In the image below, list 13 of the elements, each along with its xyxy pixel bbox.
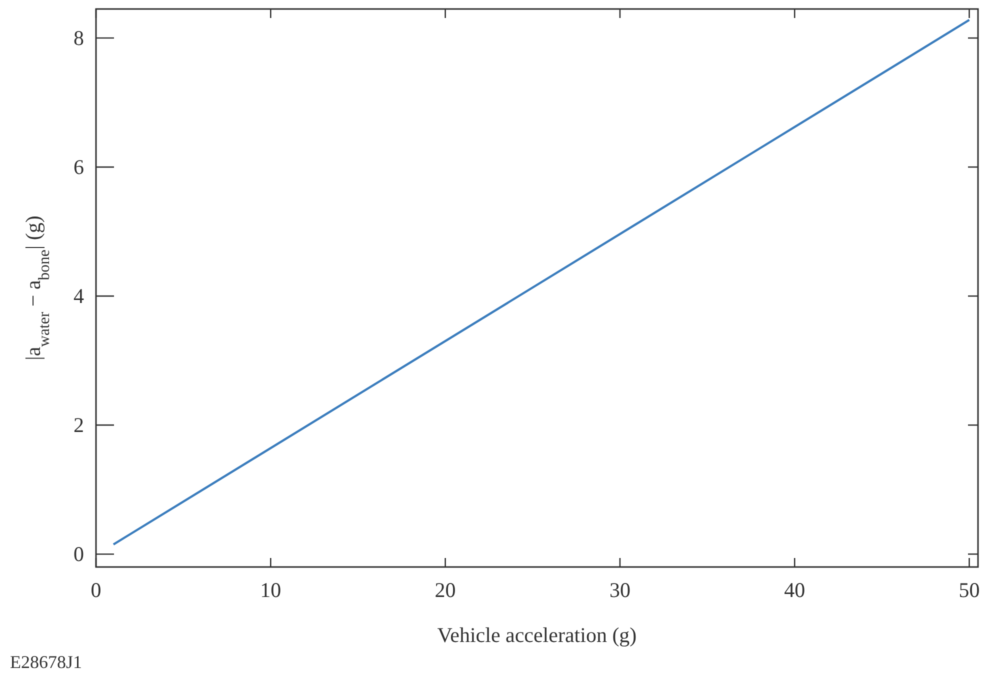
y-tick-label: 0 <box>74 542 84 566</box>
x-tick-label: 40 <box>784 578 806 602</box>
y-tick-label: 8 <box>74 26 84 50</box>
x-tick-label: 50 <box>958 578 980 602</box>
y-tick-label: 4 <box>74 284 84 308</box>
y-tick-label: 6 <box>74 155 84 180</box>
x-tick-label: 10 <box>260 578 282 602</box>
text: E28678J1 <box>10 652 82 672</box>
x-tick-label: 30 <box>609 578 630 602</box>
x-tick-label: 20 <box>434 578 456 602</box>
y-tick-label: 2 <box>74 413 84 438</box>
x-tick-label: 0 <box>90 578 102 602</box>
x-axis-title: Vehicle acceleration (g) <box>437 623 637 647</box>
